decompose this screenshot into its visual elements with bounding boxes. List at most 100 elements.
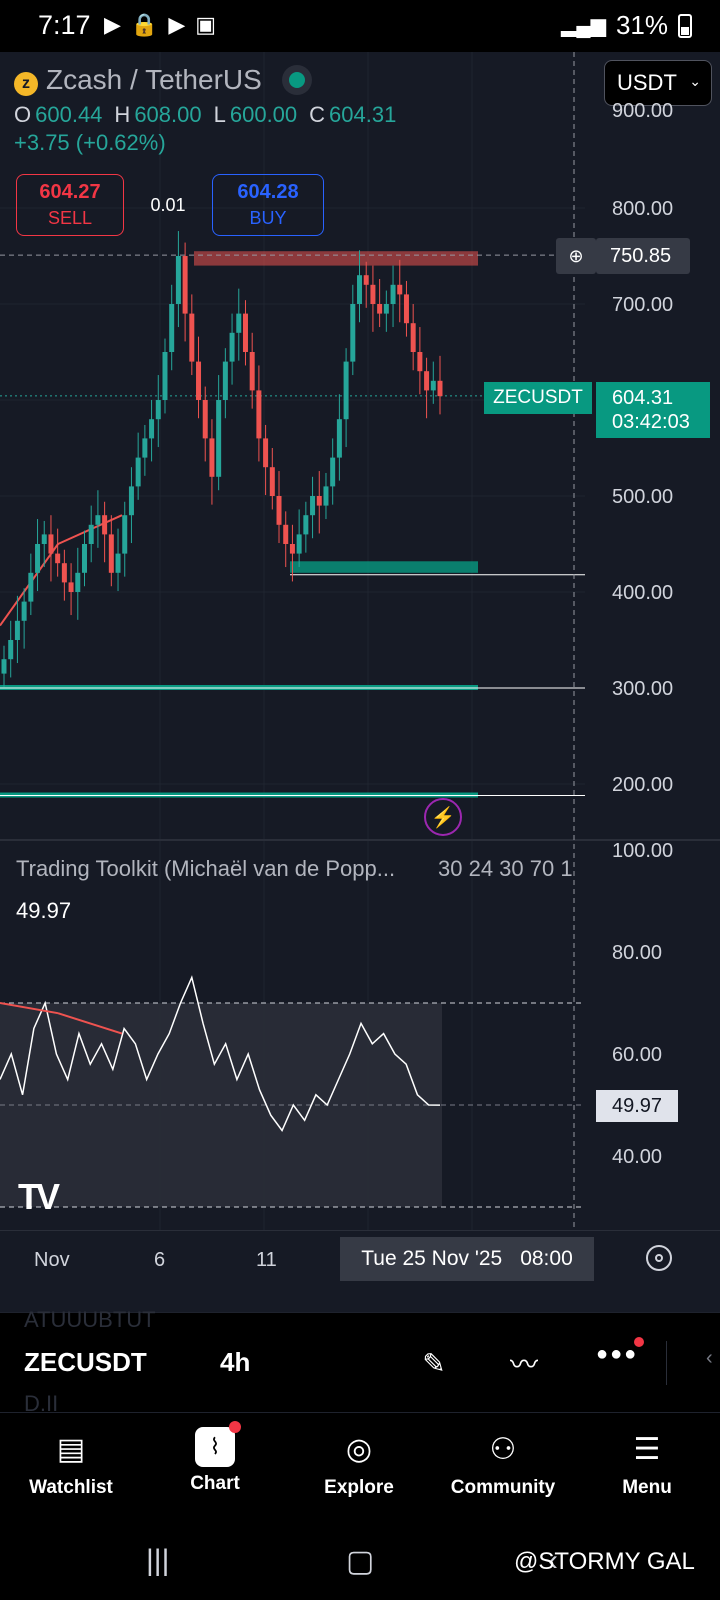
candle [196,361,202,400]
spread-value: 0.01 [150,194,186,215]
price-axis-label: 900.00 [612,100,674,122]
symbol-button[interactable]: ZECUSDT [24,1347,147,1377]
image-icon: ▣ [195,12,217,37]
interval-button[interactable]: 4h [220,1347,251,1377]
candle [303,515,309,535]
chart-area[interactable]: z Zcash / TetherUS O 600.44 H 608.00 L 600.… [0,52,720,1312]
indicators-icon[interactable]: 〰 [509,1349,538,1380]
indicator-axis-label: 80.00 [612,942,663,964]
crosshair-price-tag: 750.85 [596,238,690,274]
candle [68,582,74,592]
candle [256,390,262,439]
candle [323,486,329,506]
ohlc-values: O 600.44 H 608.00 L 600.00 C 604.31 [14,102,404,128]
watermark: @STORMY GAL [514,1548,695,1575]
candle [182,256,188,314]
lightning-icon[interactable]: ⚡ [424,798,462,836]
price-axis-label: 700.00 [612,294,674,316]
candle [310,496,316,516]
candle [390,284,396,304]
crosshair-time: 08:00 [520,1247,573,1270]
candle [229,332,235,362]
candle [350,304,356,362]
candle [48,534,54,554]
time-axis-label: Nov [34,1249,70,1271]
candle [417,352,423,372]
candle [222,361,228,400]
chevron-left-icon[interactable]: ‹ [706,1347,713,1369]
candle [249,352,255,391]
candle [430,380,436,391]
price-change: +3.75 (+0.62%) [14,130,166,155]
trade-panel: 604.27 SELL 0.01 604.28 BUY [16,174,324,236]
candle [61,563,67,583]
candle [135,457,141,487]
watchlist-icon: ▤ [56,1432,86,1466]
home-icon[interactable]: ▢ [346,1545,375,1578]
lock-icon: 🔒 [130,12,159,37]
price-chart[interactable] [0,52,720,1312]
candle [95,515,101,525]
candle [122,515,128,554]
price-axis-label: 400.00 [612,582,674,604]
candle [370,284,376,304]
nav-chart[interactable]: ⌇ Chart [150,1421,280,1495]
signal-icon: ▂▄▆ [561,15,606,37]
buy-price: 604.28 [237,181,299,203]
sell-price: 604.27 [39,181,101,203]
hamburger-menu-icon: ☰ [633,1432,661,1466]
candle-countdown: 03:42:03 [612,411,690,433]
candle [263,438,269,468]
system-icons: ▂▄▆ 31% [561,10,692,41]
price-axis-label: 800.00 [612,198,674,220]
candle [41,534,47,544]
candle [269,467,275,496]
ohlc-close-label: C [309,102,326,127]
tradingview-logo-icon[interactable]: TV [18,1176,60,1217]
ohlc-open: 600.44 [35,102,103,127]
support-zone [290,561,478,573]
candle [397,284,403,295]
zcash-logo-icon: z [14,62,42,96]
candle [336,419,342,458]
candle [276,496,282,525]
play-icon: ▶ [104,12,121,37]
chart-header: z Zcash / TetherUS O 600.44 H 608.00 L 600.… [14,62,404,156]
draw-pen-icon[interactable]: ✎ [422,1347,446,1379]
nav-community[interactable]: ⚇ Community [438,1427,568,1499]
currency-select[interactable]: USDT ⌄ [604,60,712,106]
back-icon[interactable]: ‹ [548,1544,558,1577]
last-price: 604.31 [612,387,674,409]
nav-label: Explore [324,1477,394,1498]
nav-watchlist[interactable]: ▤ Watchlist [6,1427,136,1499]
more-options-icon[interactable]: ●●● [596,1337,645,1365]
candle [108,534,114,573]
sell-button[interactable]: 604.27 SELL [16,174,124,236]
nav-menu[interactable]: ☰ Menu [582,1427,712,1499]
candle [142,438,148,458]
ohlc-high: 608.00 [134,102,202,127]
indicator-line [0,975,441,1132]
candle [155,400,161,420]
candle [283,524,289,544]
add-alert-plus-icon[interactable]: ⊕ [556,238,596,274]
recent-apps-icon[interactable]: ||| [146,1544,170,1577]
indicator-value-tag: 49.97 [596,1090,678,1122]
nav-label: Community [450,1477,556,1498]
pair-name[interactable]: Zcash / TetherUS [46,64,262,95]
chart-toolbar: ATUUUBTUT ZECUSDT 4h D.II ✎ 〰 ●●● ‹ [0,1307,720,1416]
time-axis[interactable]: Nov 6 11 Tue 25 Nov '25 08:00 [0,1230,720,1284]
indicator-title[interactable]: Trading Toolkit (Michaël van de Popp... [16,856,396,881]
chart-settings-icon[interactable] [646,1245,672,1271]
indicator-axis-label: 60.00 [612,1044,663,1066]
candle [169,304,175,352]
price-axis-label: 300.00 [612,678,674,700]
toolbar-divider [666,1341,667,1385]
candle [236,313,242,333]
time-axis-label: 6 [154,1249,166,1271]
nav-explore[interactable]: ◎ Explore [294,1427,424,1499]
buy-button[interactable]: 604.28 BUY [212,174,324,236]
community-icon: ⚇ [489,1432,517,1466]
clock: 7:17 [38,10,91,40]
candle [102,515,108,535]
